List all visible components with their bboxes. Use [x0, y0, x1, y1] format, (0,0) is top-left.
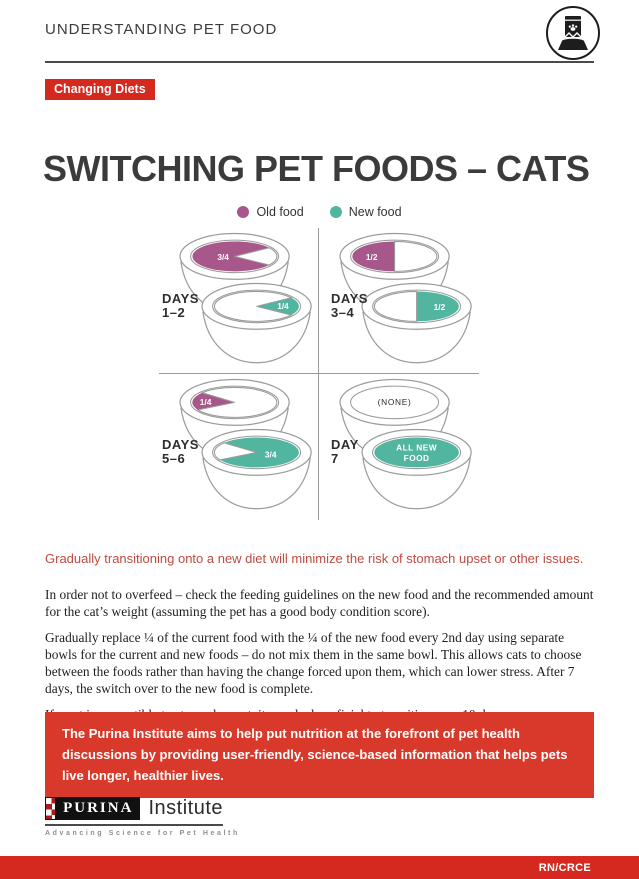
bowl-pair-illustration: 1/4 3/4: [159, 374, 319, 525]
quadrant-day-7: DAY 7 (NONE) ALL NEW FOOD: [319, 374, 479, 520]
bowl-pair-illustration: 3/4 1/4: [159, 228, 319, 379]
day-range-label: DAY 7: [331, 437, 359, 467]
old-food-dot-icon: [237, 206, 250, 218]
page-header-title: UNDERSTANDING PET FOOD: [45, 21, 278, 38]
svg-text:1/4: 1/4: [200, 397, 212, 407]
header-divider: [45, 61, 594, 63]
legend-label-old: Old food: [256, 205, 304, 219]
purina-institute-callout: The Purina Institute aims to help put nu…: [45, 712, 594, 799]
pet-food-bag-and-bowl-icon: [545, 5, 601, 61]
day-range-label: DAYS 3–4: [331, 291, 368, 321]
svg-text:3/4: 3/4: [217, 252, 229, 262]
quadrant-days-1-2: DAYS 1–2 3/4 1/4: [159, 228, 319, 374]
new-food-dot-icon: [329, 206, 342, 218]
purina-checkerboard-icon: [45, 797, 57, 820]
bowl-pair-illustration: (NONE) ALL NEW FOOD: [319, 374, 479, 525]
logo-divider: [45, 824, 223, 826]
svg-text:3/4: 3/4: [265, 450, 277, 460]
legend-item-old-food: Old food: [237, 205, 304, 219]
svg-text:FOOD: FOOD: [404, 453, 430, 463]
paragraph-2: Gradually replace ¼ of the current food …: [45, 630, 582, 696]
day-range-label: DAYS 5–6: [162, 437, 199, 467]
purina-wordmark: PURINA: [56, 797, 141, 820]
quadrant-days-5-6: DAYS 5–6 1/4 3/4: [159, 374, 319, 520]
footer-code: RN/CRCE: [538, 861, 591, 874]
svg-text:(NONE): (NONE): [378, 397, 412, 407]
quadrant-days-3-4: DAYS 3–4 1/2 1/2: [319, 228, 479, 374]
svg-text:1/4: 1/4: [277, 301, 289, 311]
section-badge: Changing Diets: [45, 79, 155, 100]
day-range-label: DAYS 1–2: [162, 291, 199, 321]
svg-text:1/2: 1/2: [434, 302, 446, 312]
svg-text:ALL NEW: ALL NEW: [396, 443, 437, 453]
logo-tagline: Advancing Science for Pet Health: [45, 830, 240, 837]
legend-item-new-food: New food: [329, 205, 402, 219]
institute-wordmark: Institute: [148, 797, 223, 819]
bowl-pair-illustration: 1/2 1/2: [319, 228, 479, 379]
svg-text:1/2: 1/2: [366, 252, 378, 262]
paragraph-1: In order not to overfeed – check the fee…: [45, 587, 594, 619]
legend-label-new: New food: [348, 205, 402, 219]
transition-schedule-diagram: DAYS 1–2 3/4 1/4 DAYS 3–4 1/2 1/2 DAYS 5–6 1/4 3/4 D…: [159, 228, 479, 520]
purina-institute-logo: PURINA Institute Advancing Science for P…: [45, 797, 240, 837]
body-text: In order not to overfeed – check the fee…: [45, 586, 599, 732]
footer-bar: RN/CRCE: [0, 856, 639, 879]
legend: Old food New food: [0, 205, 639, 219]
page-title: SWITCHING PET FOODS – CATS: [43, 148, 590, 190]
intro-sentence: Gradually transitioning onto a new diet …: [45, 551, 584, 566]
